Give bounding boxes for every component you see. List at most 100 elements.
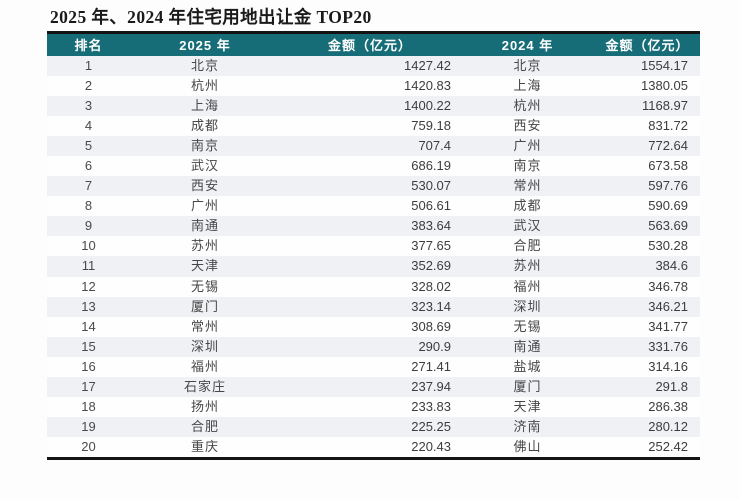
amount-2025-cell: 308.69 <box>411 318 451 334</box>
city-2025-cell: 苏州 <box>190 238 219 254</box>
amount-2024-cell: 772.64 <box>648 137 688 153</box>
amount-2024-cell: 1554.17 <box>641 57 688 73</box>
city-2024-cell: 苏州 <box>513 258 542 274</box>
amount-2024-cell: 341.77 <box>648 318 688 334</box>
amount-2025-cell: 352.69 <box>411 258 451 274</box>
city-2025-cell: 石家庄 <box>183 379 226 394</box>
column-header-2024-amount: 金额（亿元） <box>595 32 700 56</box>
amount-2025-cell: 225.25 <box>411 419 451 435</box>
rank-cell: 16 <box>81 358 96 374</box>
city-2025-cell: 常州 <box>190 318 219 334</box>
table-row: 19 合肥 225.25 济南 280.12 <box>47 417 700 438</box>
amount-2024-cell: 280.12 <box>648 419 688 435</box>
amount-2025-cell: 290.9 <box>418 338 451 354</box>
amount-2024-cell: 530.28 <box>648 238 688 254</box>
table-row: 13 厦门 323.14 深圳 346.21 <box>47 296 700 317</box>
city-2024-cell: 天津 <box>513 399 542 415</box>
city-2024-cell: 成都 <box>513 198 542 214</box>
rank-cell: 12 <box>81 278 96 294</box>
amount-2024-cell: 597.76 <box>648 178 688 194</box>
table-row: 16 福州 271.41 盐城 314.16 <box>47 356 700 377</box>
column-header-rank: 排名 <box>47 32 130 56</box>
header-row: 排名 2025 年 金额（亿元） 2024 年 金额（亿元） <box>47 32 700 56</box>
city-2025-cell: 北京 <box>190 57 219 73</box>
rank-cell: 18 <box>81 399 96 415</box>
amount-2025-cell: 220.43 <box>411 439 451 455</box>
table-row: 5 南京 707.4 广州 772.64 <box>47 135 700 156</box>
city-2024-cell: 西安 <box>513 117 542 133</box>
amount-2024-cell: 590.69 <box>648 198 688 214</box>
amount-2025-cell: 328.02 <box>411 278 451 294</box>
amount-2024-cell: 563.69 <box>648 218 688 234</box>
rank-cell: 17 <box>81 379 96 394</box>
rank-cell: 11 <box>81 258 96 274</box>
amount-2024-cell: 286.38 <box>648 399 688 415</box>
table-row: 15 深圳 290.9 南通 331.76 <box>47 336 700 357</box>
amount-2025-cell: 1420.83 <box>404 77 451 93</box>
table-row: 8 广州 506.61 成都 590.69 <box>47 196 700 217</box>
amount-2025-cell: 271.41 <box>411 358 451 374</box>
rank-cell: 3 <box>84 97 93 113</box>
table-row: 9 南通 383.64 武汉 563.69 <box>47 216 700 237</box>
rank-cell: 5 <box>84 137 93 153</box>
table-row: 14 常州 308.69 无锡 341.77 <box>47 316 700 337</box>
amount-2025-cell: 506.61 <box>411 198 451 214</box>
table-row: 2 杭州 1420.83 上海 1380.05 <box>47 75 700 96</box>
city-2024-cell: 佛山 <box>513 439 542 455</box>
column-header-2025-city: 2025 年 <box>130 32 280 56</box>
table-row: 3 上海 1400.22 杭州 1168.97 <box>47 95 700 116</box>
rank-cell: 10 <box>81 238 96 254</box>
city-2025-cell: 合肥 <box>190 419 219 435</box>
city-2025-cell: 扬州 <box>190 399 219 415</box>
table-header: 排名 2025 年 金额（亿元） 2024 年 金额（亿元） <box>47 32 700 56</box>
amount-2025-cell: 530.07 <box>411 178 451 194</box>
city-2024-cell: 杭州 <box>513 97 542 113</box>
amount-2024-cell: 831.72 <box>648 117 688 133</box>
table-row: 10 苏州 377.65 合肥 530.28 <box>47 236 700 257</box>
amount-2025-cell: 233.83 <box>411 399 451 415</box>
city-2024-cell: 盐城 <box>513 358 542 374</box>
city-2024-cell: 北京 <box>513 57 542 73</box>
amount-2025-cell: 759.18 <box>411 117 451 133</box>
city-2024-cell: 上海 <box>513 77 542 93</box>
amount-2025-cell: 707.4 <box>418 137 451 153</box>
amount-2024-cell: 1380.05 <box>641 77 688 93</box>
rank-cell: 2 <box>84 77 93 93</box>
table-row: 17 石家庄 237.94 厦门 291.8 <box>47 377 700 398</box>
city-2025-cell: 天津 <box>190 258 219 274</box>
page-title: 2025 年、2024 年住宅用地出让金 TOP20 <box>50 7 372 27</box>
city-2025-cell: 厦门 <box>190 298 219 314</box>
city-2024-cell: 厦门 <box>513 379 542 394</box>
rank-cell: 4 <box>84 117 93 133</box>
amount-2024-cell: 346.21 <box>648 298 688 314</box>
city-2025-cell: 无锡 <box>190 278 219 294</box>
city-2025-cell: 西安 <box>190 178 219 194</box>
column-header-2025-amount: 金额（亿元） <box>280 32 460 56</box>
amount-2024-cell: 314.16 <box>648 358 688 374</box>
rank-cell: 19 <box>81 419 96 435</box>
city-2024-cell: 深圳 <box>513 298 542 314</box>
city-2025-cell: 重庆 <box>190 439 219 455</box>
city-2024-cell: 合肥 <box>513 238 542 254</box>
amount-2024-cell: 331.76 <box>648 338 688 354</box>
amount-2025-cell: 383.64 <box>411 218 451 234</box>
city-2025-cell: 南京 <box>190 137 219 153</box>
table-body: 1 北京 1427.42 北京 1554.17 2 杭州 1420.83 上海 … <box>47 55 700 459</box>
table-row: 20 重庆 220.43 佛山 252.42 <box>47 437 700 459</box>
rank-cell: 1 <box>84 57 93 73</box>
amount-2025-cell: 377.65 <box>411 238 451 254</box>
city-2024-cell: 武汉 <box>513 218 542 234</box>
table-row: 12 无锡 328.02 福州 346.78 <box>47 276 700 297</box>
table-row: 18 扬州 233.83 天津 286.38 <box>47 397 700 418</box>
city-2025-cell: 上海 <box>190 97 219 113</box>
rank-cell: 13 <box>81 298 96 314</box>
city-2024-cell: 无锡 <box>513 318 542 334</box>
city-2025-cell: 福州 <box>190 358 219 374</box>
rank-cell: 8 <box>84 198 93 214</box>
table-row: 1 北京 1427.42 北京 1554.17 <box>47 55 700 76</box>
amount-2025-cell: 1400.22 <box>404 97 451 113</box>
amount-2025-cell: 237.94 <box>411 379 451 394</box>
rank-cell: 20 <box>81 439 96 455</box>
rank-cell: 14 <box>81 318 96 334</box>
column-header-2024-city: 2024 年 <box>460 32 595 56</box>
